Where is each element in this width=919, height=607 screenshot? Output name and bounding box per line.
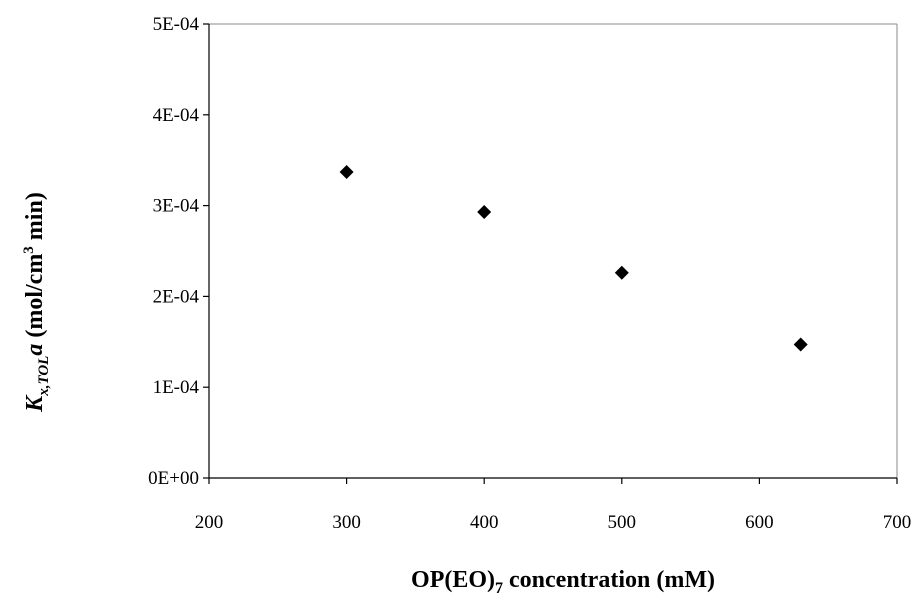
data-point [793,337,808,352]
x-axis-title: OP(EO)7 concentration (mM) [411,567,715,597]
x-tick-label: 600 [745,512,774,533]
x-axis-title-main: OP(EO) [411,567,495,593]
x-axis-title-subscript: 7 [495,580,503,597]
y-axis-title-rest: (mol/cm [22,254,48,344]
y-tick-label: 1E-04 [153,377,200,398]
y-axis-title-main: K [22,394,48,413]
x-axis: 200 300 400 500 600 700 [195,477,912,533]
data-point [339,165,354,180]
x-tick-label: 700 [883,512,912,533]
y-axis-title-superscript: 3 [21,246,37,254]
x-axis-title-rest: concentration (mM) [503,567,715,593]
y-tick-label: 0E+00 [148,468,199,489]
y-tick-label: 5E-04 [153,14,200,35]
x-tick-label: 400 [470,512,499,533]
x-tick-label: 500 [608,512,637,533]
plot-area [209,23,898,478]
data-point [614,265,629,280]
y-tick-label: 2E-04 [153,286,200,307]
data-point [477,204,492,219]
data-points [339,165,808,352]
y-axis-title-subscript: x,TOL [36,356,52,397]
x-tick-label: 200 [195,512,224,533]
y-axis: 0E+00 1E-04 2E-04 3E-04 4E-04 5E-04 [148,14,210,489]
y-tick-label: 3E-04 [153,196,200,217]
y-axis-title-italic-a: a [22,344,48,356]
y-axis-title: Kx,TOLa (mol/cm3 min) [21,192,52,413]
y-axis-title-rest2: min) [22,192,48,246]
x-tick-label: 300 [332,512,361,533]
y-tick-label: 4E-04 [153,105,200,126]
